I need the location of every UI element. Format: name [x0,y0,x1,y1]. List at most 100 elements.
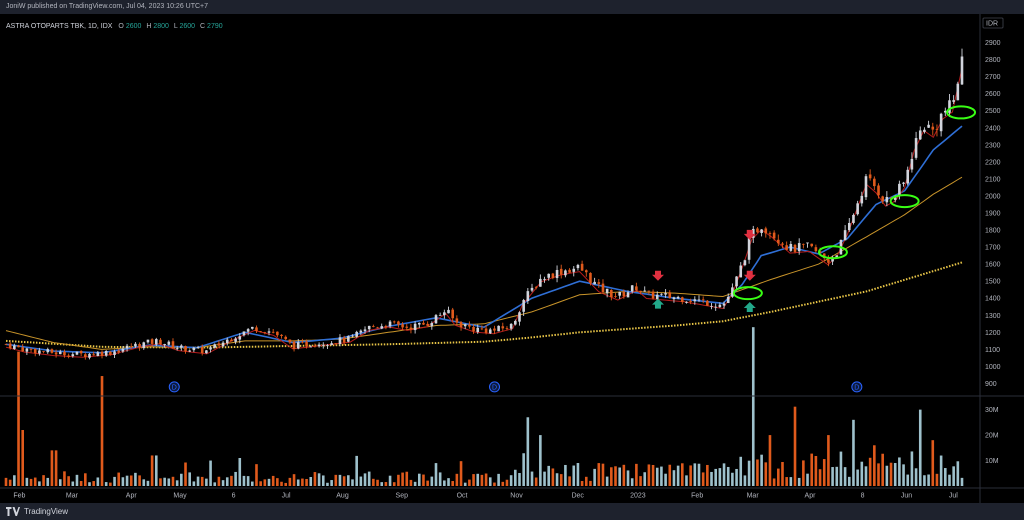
volume-bar [747,460,751,486]
volume-bar [647,464,651,486]
candle-body [146,339,150,343]
candle-body [643,290,647,292]
candle-body [367,325,371,330]
time-tick-label: Jul [949,493,958,500]
volume-bar [960,477,964,486]
volume-bar [898,457,901,486]
high-label: H [146,23,151,30]
candle-body [267,331,271,333]
arrow-down-icon [651,270,664,281]
candle-body [405,326,409,328]
candle-body [284,336,288,340]
symbol-legend[interactable]: ASTRA OTOPARTS TBK, 1D, IDX O 2600 H 280… [6,23,223,30]
candle-body [109,351,112,355]
currency-badge[interactable] [982,17,1004,29]
volume-bar [522,453,525,486]
candle-body [92,354,95,356]
candle-body [409,327,413,330]
volume-bar [42,475,45,486]
volume-bar [710,471,713,486]
time-tick-label: Feb [13,493,25,500]
volume-bar [655,467,659,486]
volume-bar [693,463,697,486]
volume-bar [4,477,8,486]
volume-bar [810,453,814,486]
candle-body [171,341,175,349]
volume-bar [559,474,563,486]
candle-body [593,281,596,285]
candle-body [543,278,546,280]
candle-body [255,327,258,331]
candle-body [355,331,358,337]
candle-body [246,329,250,332]
volume-tick-label: 30M [985,407,999,414]
candle-body [555,269,559,279]
candle-body [317,344,321,347]
candle-body [639,290,642,292]
tradingview-logo-icon[interactable] [6,507,20,516]
price-tick-label: 900 [985,381,997,388]
volume-bar [413,481,417,486]
candle-body [175,348,179,350]
volume-bar [171,476,175,486]
arrow-down-icon [743,270,756,281]
volume-bar [38,481,41,486]
volume-bar [246,476,250,486]
candle-body [430,323,434,327]
candle-body [88,353,91,358]
candle-body [213,344,217,348]
candle-body [747,238,751,260]
candle-body [29,348,33,350]
volume-bar [639,476,642,486]
volume-bar [17,351,20,486]
candle-body [63,351,66,356]
candle-body [952,100,955,102]
volume-bar [200,476,204,486]
volume-bar [772,478,776,486]
volume-bar [196,476,200,486]
candle-body [192,347,196,351]
candle-body [856,203,859,215]
candle-body [777,239,780,244]
candle-body [810,243,814,247]
volume-bar [405,471,409,486]
candle-body [806,242,809,244]
volume-bar [939,455,943,486]
volume-bar [230,475,233,486]
price-tick-label: 1400 [985,296,1001,303]
volume-bar [92,481,95,486]
volume-bar [50,450,54,486]
candle-body [676,296,680,299]
candle-body [468,324,471,327]
candle-body [259,331,262,333]
price-chart[interactable]: D D D 2900 2800 2700 2600 2500 2400 2300 2200 2100… [0,14,1024,503]
candle-body [96,352,100,356]
candle-body [685,301,688,303]
candle-body [234,338,237,342]
time-tick-label: Sep [396,493,409,500]
highlight-circle [946,105,977,120]
candle-body [785,245,788,250]
ema-slow-line [5,176,963,350]
price-axis-panel[interactable] [980,14,1024,503]
price-tick-label: 1200 [985,330,1001,337]
time-axis[interactable]: Feb Mar Apr May 6 Jul Aug Sep Oct Nov Dec 2023 Feb Ma… [13,493,958,500]
volume-bar [184,462,187,486]
candle-body [902,182,905,184]
candle-body [188,350,191,352]
volume-bar [530,471,534,486]
volume-bar [493,482,496,486]
volume-bar [392,482,396,486]
candle-body [276,331,279,336]
candle-body [288,339,292,343]
candle-body [38,350,41,354]
candle-body [58,351,62,355]
volume-bar [610,467,613,486]
candle-body [568,269,571,273]
candle-body [321,344,325,346]
volume-bar [927,474,930,486]
candle-body [238,336,242,340]
volume-bar [476,473,480,486]
candle-body [885,197,889,203]
candle-body [476,327,480,332]
